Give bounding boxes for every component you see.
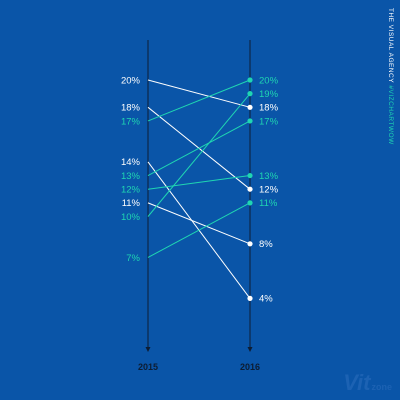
value-label-2016-4: 20%: [259, 75, 279, 86]
agency-credit: THE VISUAL AGENCY: [387, 8, 394, 84]
slope-line-3: [147, 202, 251, 245]
value-label-2016-1: 12%: [259, 185, 279, 196]
end-dot-5: [247, 118, 253, 124]
axis-year-label-2016: 2016: [240, 362, 260, 372]
value-label-2015-7: 10%: [121, 212, 141, 223]
value-label-2016-8: 11%: [259, 198, 278, 209]
value-label-2016-5: 17%: [259, 116, 279, 127]
axis-arrow-2016: [247, 347, 253, 352]
slope-line-0: [147, 79, 251, 108]
axis-arrow-2015: [145, 347, 151, 352]
endpoint-dots-group: [247, 77, 253, 301]
end-dot-4: [247, 77, 253, 83]
slope-line-8: [147, 202, 251, 258]
watermark-main: Vit: [343, 370, 371, 395]
slope-line-4: [147, 79, 251, 122]
end-dot-0: [247, 104, 253, 110]
value-label-2015-0: 20%: [121, 75, 141, 86]
value-label-2015-8: 7%: [126, 253, 140, 264]
value-label-2016-7: 19%: [259, 89, 279, 100]
slope-lines-group: [147, 79, 251, 299]
end-dot-8: [247, 200, 253, 206]
hashtag-credit: #VIZCHARTWOW: [387, 85, 394, 145]
end-dot-6: [247, 172, 253, 179]
value-label-2015-5: 13%: [121, 171, 141, 182]
value-label-2015-6: 12%: [121, 185, 141, 196]
slope-line-7: [147, 93, 251, 217]
watermark-logo: Vitzone: [343, 370, 392, 396]
end-dot-1: [247, 186, 253, 192]
end-dot-7: [247, 91, 253, 97]
value-label-2015-2: 14%: [121, 157, 141, 168]
value-label-2016-2: 4%: [259, 294, 273, 305]
side-credit: THE VISUAL AGENCY #VIZCHARTWOW: [387, 8, 394, 145]
end-dot-2: [247, 295, 253, 301]
slope-line-5: [147, 120, 251, 176]
value-label-2015-1: 18%: [121, 103, 141, 114]
end-dot-3: [247, 241, 253, 247]
value-label-2015-3: 11%: [122, 198, 141, 209]
axis-year-label-2015: 2015: [138, 362, 158, 372]
value-label-2016-0: 18%: [259, 103, 279, 114]
value-label-2016-3: 8%: [259, 239, 273, 250]
slope-line-6: [147, 175, 251, 190]
watermark-sub: zone: [371, 382, 392, 392]
value-label-2016-6: 13%: [259, 171, 279, 182]
value-label-2015-4: 17%: [121, 116, 141, 127]
value-labels-group: 20% 18% 18% 12% 14% 4% 11% 8% 17% 20% 13% 17% 12% 13%…: [121, 75, 279, 304]
